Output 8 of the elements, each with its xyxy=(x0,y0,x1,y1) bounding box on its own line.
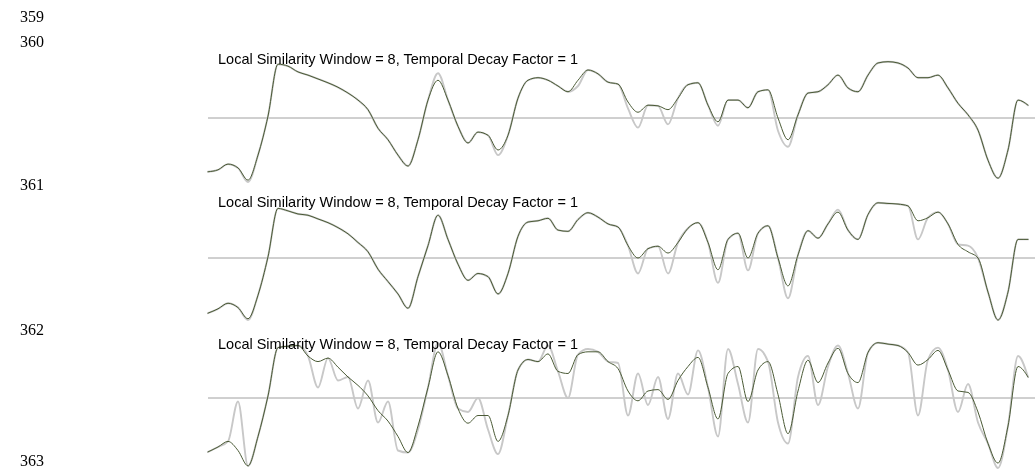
chart-title: Local Similarity Window = 8, Temporal Decay Factor = 1 xyxy=(218,336,578,352)
text: 360 xyxy=(20,33,44,50)
text: 363 xyxy=(20,452,44,469)
text: 362 xyxy=(20,321,44,338)
chart-title: Local Similarity Window = 8, Temporal Decay Factor = 1 xyxy=(218,194,578,210)
chart-title: Local Similarity Window = 8, Temporal Decay Factor = 1 xyxy=(218,51,578,67)
text: 359 xyxy=(20,8,44,25)
text: 361 xyxy=(20,176,44,193)
